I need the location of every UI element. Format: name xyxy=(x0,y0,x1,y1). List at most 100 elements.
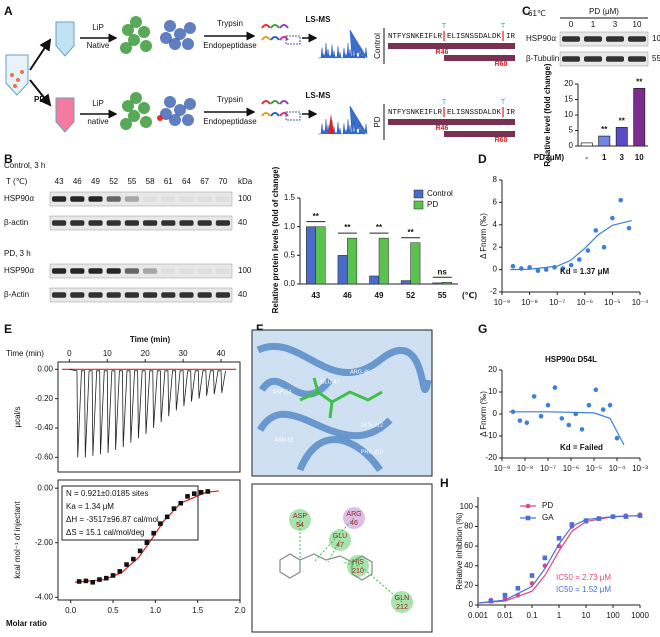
protein-structure xyxy=(174,104,186,116)
blot-band xyxy=(562,56,580,62)
marker xyxy=(531,394,537,399)
annotation-box xyxy=(61,485,199,541)
legend-marker xyxy=(525,515,531,521)
marker xyxy=(538,413,544,419)
y-tick-label: 4 xyxy=(493,220,498,229)
blot-title: Control, 3 h xyxy=(4,161,45,170)
bar xyxy=(432,282,443,285)
blot-condition: 61℃ xyxy=(528,9,546,18)
blot-kda: 40 xyxy=(238,290,247,299)
blot-band xyxy=(197,196,212,202)
annotation: Ka = 1.34 μM xyxy=(66,502,114,511)
residue-label: ASP-54 xyxy=(273,389,292,395)
blot-temp: 58 xyxy=(146,177,155,186)
blot-header: PD (μM) xyxy=(589,7,619,16)
marker xyxy=(517,418,523,423)
fit-curve xyxy=(477,515,641,604)
significance: ** xyxy=(344,223,351,232)
marker xyxy=(579,427,585,432)
x-tick-label: 100 xyxy=(606,611,620,620)
peptide-fragment xyxy=(261,100,271,105)
blot-kda: 100 xyxy=(238,194,252,203)
enzyme-type-label: Endopeptidase xyxy=(203,117,257,126)
enzyme-label: Trypsin xyxy=(217,95,243,104)
docking-frame xyxy=(251,329,433,477)
blot-band xyxy=(70,292,85,298)
x-tick-label: 10⁻⁸ xyxy=(521,298,538,307)
panel-label: F xyxy=(256,322,263,336)
residue-name: HIS xyxy=(352,559,364,566)
y-axis-label: kcal mol⁻¹ of injectant xyxy=(13,501,22,579)
peptide-bar xyxy=(444,131,516,137)
blot-band xyxy=(197,220,212,226)
significance: ** xyxy=(601,125,608,134)
blot xyxy=(559,31,649,47)
marker xyxy=(515,586,521,591)
blot-band xyxy=(70,268,85,274)
sequence-fragment: IR xyxy=(506,33,516,41)
y-tick-label: 20 xyxy=(464,580,473,589)
x-tick-label: 52 xyxy=(406,291,415,300)
marker xyxy=(637,513,643,518)
blot-band xyxy=(628,56,646,62)
blot-band xyxy=(628,36,646,42)
panel-label: D xyxy=(478,152,487,166)
residue-number: 212 xyxy=(396,604,408,611)
site-label: R60 xyxy=(495,61,508,68)
marker xyxy=(560,266,566,271)
ms-peak xyxy=(328,114,334,134)
blot-kda: 55 xyxy=(652,54,660,63)
bar xyxy=(369,275,380,285)
blot-unit: kDa xyxy=(238,177,253,186)
blot-band xyxy=(179,220,194,226)
y-tick-label: 0 xyxy=(569,141,574,150)
marker xyxy=(510,263,516,269)
marker xyxy=(103,575,109,581)
annotation: IC50 = 1.52 μM xyxy=(556,585,611,594)
blot-row-label: β-actin xyxy=(4,218,28,227)
blot-band xyxy=(106,268,121,274)
bar xyxy=(347,237,358,285)
blot-band xyxy=(197,268,212,274)
blot-band xyxy=(161,196,176,202)
bar xyxy=(306,226,317,285)
peptide-bar xyxy=(388,43,516,49)
x-tick-label: 10⁻⁹ xyxy=(494,464,511,473)
protein-blob xyxy=(128,110,140,122)
blot-lane: 10 xyxy=(633,20,642,29)
marker xyxy=(568,262,574,268)
marker xyxy=(545,402,551,408)
blot-band xyxy=(584,56,602,62)
marker xyxy=(559,416,565,421)
x-tick-label: 1.5 xyxy=(192,606,204,615)
y-tick-label: -4.00 xyxy=(35,592,54,601)
residue-label: GLU-47 xyxy=(320,379,339,385)
protein-structure xyxy=(174,28,186,40)
marker xyxy=(610,514,616,519)
protein-blob xyxy=(120,118,132,130)
legend-label: GA xyxy=(542,513,554,522)
blot-kda: 100 xyxy=(238,266,252,275)
drug-bound xyxy=(157,115,163,121)
blot-band xyxy=(179,292,194,298)
x-tick-label: 10 xyxy=(635,153,644,162)
residue-number: 46 xyxy=(350,520,358,527)
y-tick-label: -0.40 xyxy=(35,423,54,432)
marker xyxy=(593,387,599,393)
protein-blob xyxy=(120,42,132,54)
blot xyxy=(559,51,649,67)
x-tick-label: 2.0 xyxy=(234,606,246,615)
protein-blob xyxy=(140,116,152,128)
chart-title: HSP90α D54L xyxy=(545,355,597,364)
marker xyxy=(191,491,197,496)
peptide-fragment xyxy=(270,100,280,105)
blot xyxy=(49,263,233,279)
marker xyxy=(117,569,123,574)
source-tube xyxy=(5,54,29,96)
x-tick-label: 1 xyxy=(557,611,562,620)
x-tick-label: 0.01 xyxy=(497,611,513,620)
blot-band xyxy=(124,220,139,226)
blot xyxy=(49,215,233,231)
site-label: R60 xyxy=(495,137,508,144)
x-tick-label: 10⁻⁶ xyxy=(563,464,579,473)
